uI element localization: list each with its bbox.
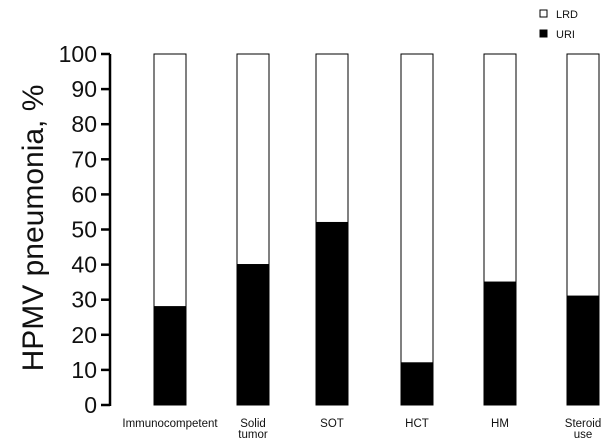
bar-lrd [315, 53, 349, 223]
y-axis: 0 10 20 30 40 50 60 70 80 90 100 [59, 41, 112, 418]
y-tick-label: 70 [71, 146, 97, 172]
y-tick-label: 100 [59, 41, 97, 67]
y-tick-label: 50 [71, 217, 97, 243]
bar-lrd [236, 53, 270, 266]
bar-uri [400, 362, 434, 406]
legend-label: URI [556, 29, 575, 41]
bar-lrd [153, 53, 187, 308]
legend: LRD URI [539, 9, 578, 41]
y-tick-label: 80 [71, 111, 97, 137]
bars [153, 53, 600, 406]
bar-uri [566, 295, 600, 406]
x-tick-label: Solid [240, 418, 266, 430]
bar-uri [153, 306, 187, 406]
y-tick-label: 90 [71, 76, 97, 102]
bar-uri [315, 221, 349, 406]
x-tick-label: SOT [320, 418, 344, 430]
legend-swatch [539, 29, 548, 38]
x-tick-label: HCT [405, 418, 429, 430]
y-tick-label: 40 [71, 252, 97, 278]
y-tick-label: 30 [71, 287, 97, 313]
x-tick-label: HM [491, 418, 509, 430]
x-tick-label: tumor [238, 429, 268, 441]
bar-uri [236, 264, 270, 406]
y-tick-label: 60 [71, 181, 97, 207]
y-axis-label: HPMV pneumonia, % [17, 85, 50, 372]
y-tick-label: 0 [84, 392, 97, 418]
y-tick-label: 10 [71, 357, 97, 383]
x-tick-label: use [574, 429, 593, 441]
x-tick-label: Steroid [565, 418, 601, 430]
bar-uri [483, 281, 517, 406]
bar-lrd [483, 53, 517, 283]
bar-lrd [566, 53, 600, 297]
legend-swatch [539, 9, 548, 18]
bar-lrd [400, 53, 434, 364]
y-tick-label: 20 [71, 322, 97, 348]
legend-label: LRD [556, 9, 578, 21]
x-tick-label: Immunocompetent [122, 418, 218, 430]
